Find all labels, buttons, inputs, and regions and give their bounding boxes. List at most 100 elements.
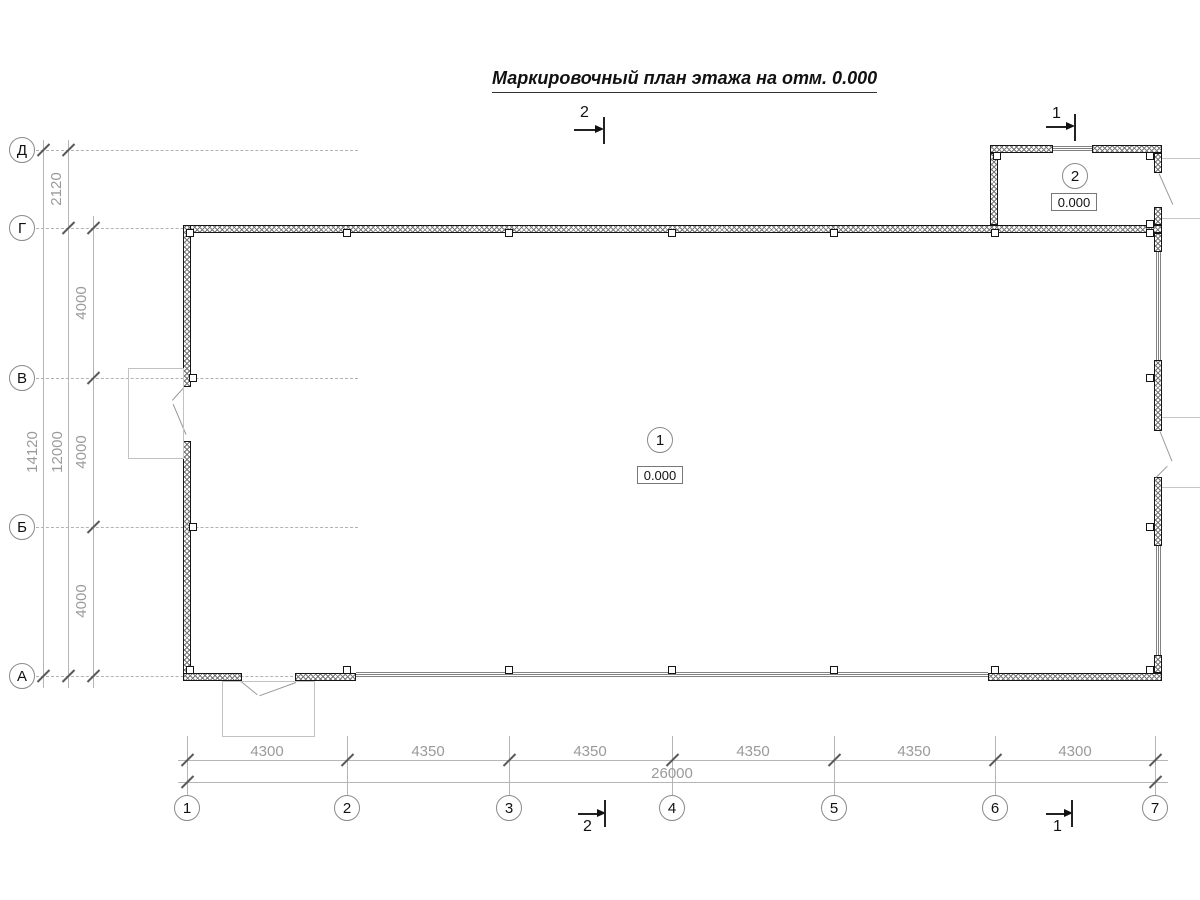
wall-annex-top-1: [990, 145, 1053, 153]
wall-segment-right-3: [1154, 477, 1162, 546]
dim-line-left-segments: [93, 216, 94, 688]
pilaster: [1146, 523, 1154, 531]
dim-left-overall: 14120: [24, 431, 41, 473]
room-1-number-circle: 1: [647, 427, 673, 453]
section-mark-bottom-right-tick: [1071, 800, 1073, 827]
dim-left-inner: 12000: [49, 431, 66, 473]
pilaster: [993, 152, 1001, 160]
section-mark-bottom-right-label: 1: [1053, 818, 1062, 835]
room-2-elevation-box: 0.000: [1051, 193, 1097, 211]
section-mark-bottom-mid-label: 2: [583, 818, 592, 835]
section-mark-bottom-mid-line: [578, 813, 598, 815]
pilaster: [991, 666, 999, 674]
door-swing-right: [1159, 431, 1173, 462]
col-axis-circle-5: 5: [821, 795, 847, 821]
dim-left-segment-2: 4000: [73, 435, 90, 469]
wall-annex-right-1: [1154, 153, 1162, 173]
pilaster: [668, 666, 676, 674]
dim-line-left-inner: [68, 140, 69, 688]
dim-line-bottom-overall: [178, 782, 1168, 783]
section-mark-top-right-line: [1046, 126, 1068, 128]
pilaster: [343, 229, 351, 237]
section-mark-top-mid-label: 2: [580, 104, 589, 121]
pilaster: [991, 229, 999, 237]
axis-stub-5: [834, 736, 835, 795]
dim-bottom-segment-1: 4300: [250, 743, 284, 760]
pilaster: [186, 666, 194, 674]
dim-bottom-segment-6: 4300: [1058, 743, 1092, 760]
dim-left-top-segment: 2120: [48, 172, 65, 206]
pilaster: [830, 229, 838, 237]
door-swing-annex: [1158, 173, 1174, 205]
dim-bottom-segment-2: 4350: [411, 743, 445, 760]
pilaster: [186, 229, 194, 237]
axis-stub-3: [509, 736, 510, 795]
row-axis-circle-b: Б: [9, 514, 35, 540]
col-axis-circle-1: 1: [174, 795, 200, 821]
col-axis-circle-6: 6: [982, 795, 1008, 821]
porch-bottom: [222, 681, 315, 737]
pilaster: [1146, 374, 1154, 382]
col-axis-circle-2: 2: [334, 795, 360, 821]
axis-stub-7: [1155, 736, 1156, 795]
pilaster: [1146, 666, 1154, 674]
row-axis-circle-g: Г: [9, 215, 35, 241]
pilaster: [189, 523, 197, 531]
axis-stub-1: [187, 736, 188, 795]
wall-annex-left: [990, 153, 998, 225]
section-mark-top-mid-tick: [603, 117, 605, 144]
axis-line-b: [36, 527, 358, 528]
wall-annex-right-2: [1154, 207, 1162, 225]
axis-stub-6: [995, 736, 996, 795]
dim-line-left-overall: [43, 140, 44, 688]
row-axis-circle-a: А: [9, 663, 35, 689]
row-axis-circle-v: В: [9, 365, 35, 391]
dim-bottom-segment-4: 4350: [736, 743, 770, 760]
col-axis-circle-4: 4: [659, 795, 685, 821]
dim-bottom-overall: 26000: [651, 765, 693, 782]
pilaster: [189, 374, 197, 382]
wall-segment-right-2: [1154, 360, 1162, 431]
landing-line: [1162, 487, 1200, 488]
section-mark-bottom-mid-tick: [604, 800, 606, 827]
col-axis-circle-7: 7: [1142, 795, 1168, 821]
wall-segment-left-upper: [183, 225, 191, 387]
pilaster: [505, 229, 513, 237]
section-arrow-icon: [597, 809, 606, 817]
pilaster: [505, 666, 513, 674]
section-mark-top-right-tick: [1074, 114, 1076, 141]
axis-line-d: [36, 150, 358, 151]
section-mark-bottom-right-line: [1046, 813, 1066, 815]
wall-segment-bottom-2: [295, 673, 356, 681]
room-1-elevation-box: 0.000: [637, 466, 683, 484]
pilaster: [830, 666, 838, 674]
section-arrow-icon: [1066, 122, 1075, 130]
wall-segment-left-lower: [183, 441, 191, 681]
room-2-number-circle: 2: [1062, 163, 1088, 189]
section-mark-top-right-label: 1: [1052, 105, 1061, 122]
axis-stub-2: [347, 736, 348, 795]
landing-line: [1162, 218, 1200, 219]
section-arrow-icon: [1064, 809, 1073, 817]
pilaster: [668, 229, 676, 237]
pilaster: [1146, 229, 1154, 237]
landing-line: [1162, 158, 1200, 159]
axis-line-v: [36, 378, 358, 379]
wall-segment-right-4: [1154, 655, 1162, 673]
pilaster: [343, 666, 351, 674]
col-axis-circle-3: 3: [496, 795, 522, 821]
window-strip-annex: [1053, 146, 1092, 151]
page-title: Маркировочный план этажа на отм. 0.000: [492, 68, 878, 93]
wall-segment-bottom-3: [988, 673, 1162, 681]
wall-segment-right-1: [1154, 233, 1162, 252]
window-strip-bottom: [356, 672, 988, 677]
dim-left-segment-3: 4000: [73, 584, 90, 618]
dim-left-segment-1: 4000: [73, 286, 90, 320]
window-strip-right-lower: [1156, 546, 1161, 655]
axis-stub-4: [672, 736, 673, 795]
dim-bottom-segment-3: 4350: [573, 743, 607, 760]
section-arrow-icon: [595, 125, 604, 133]
window-strip-right-upper: [1156, 252, 1161, 360]
porch-left: [128, 368, 184, 459]
